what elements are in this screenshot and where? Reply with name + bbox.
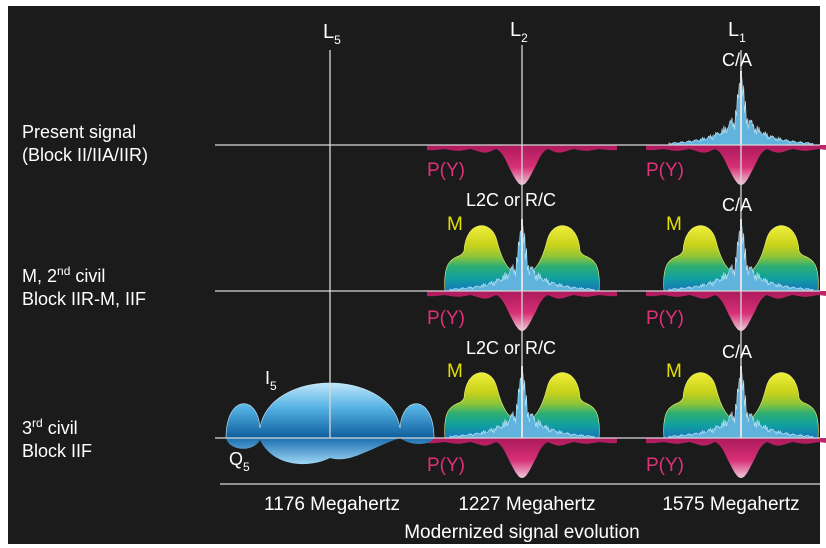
py-label-third-row-l1: P(Y): [646, 455, 684, 476]
py-label-m-row-l1: P(Y): [646, 308, 684, 329]
band-label-l1: L1: [728, 19, 746, 45]
py-spectrum-third-l1: [646, 438, 826, 478]
grid-lines: [215, 45, 820, 485]
row-label-m-civil: M, 2nd civil: [22, 264, 105, 286]
freq-label-l2: 1227 Megahertz: [458, 494, 595, 515]
q5-label: Q5: [229, 449, 250, 474]
m-label-m-row-l1: M: [666, 214, 682, 235]
freq-label-l1: 1575 Megahertz: [662, 494, 799, 515]
py-label-third-row-l2: P(Y): [427, 455, 465, 476]
py-spectrum-m-l1: [646, 291, 826, 331]
ca-label-m-row: C/A: [722, 195, 752, 215]
py-label-present-l2: P(Y): [427, 160, 465, 181]
m-label-third-row-l1: M: [666, 361, 682, 382]
py-spectrum-present-l1: [646, 145, 826, 185]
band-label-l2: L2: [510, 19, 528, 45]
band-label-l5: L5: [323, 21, 341, 47]
row-label-third-civil: 3rd civil: [22, 416, 78, 438]
m-label-m-row-l2: M: [447, 214, 463, 235]
l2c-label-third-row: L2C or R/C: [466, 338, 556, 358]
l2c-label-m-row: L2C or R/C: [466, 190, 556, 210]
ca-label-third-row: C/A: [722, 342, 752, 362]
row-label-present-block: (Block II/IIA/IIR): [22, 145, 148, 165]
diagram-caption: Modernized signal evolution: [404, 522, 640, 543]
row-label-present: Present signal: [22, 122, 136, 142]
ca-label-present: C/A: [722, 50, 752, 70]
i5-label: I5: [265, 368, 277, 393]
py-spectrum-third-l2: [427, 438, 617, 478]
m-label-third-row-l2: M: [447, 361, 463, 382]
row-label-m-block: Block IIR-M, IIF: [22, 289, 146, 309]
freq-label-l5: 1176 Megahertz: [264, 494, 400, 515]
q5-spectrum: [226, 438, 434, 465]
py-label-present-l1: P(Y): [646, 160, 684, 181]
py-label-m-row-l2: P(Y): [427, 308, 465, 329]
row-label-third-block: Block IIF: [22, 441, 92, 461]
